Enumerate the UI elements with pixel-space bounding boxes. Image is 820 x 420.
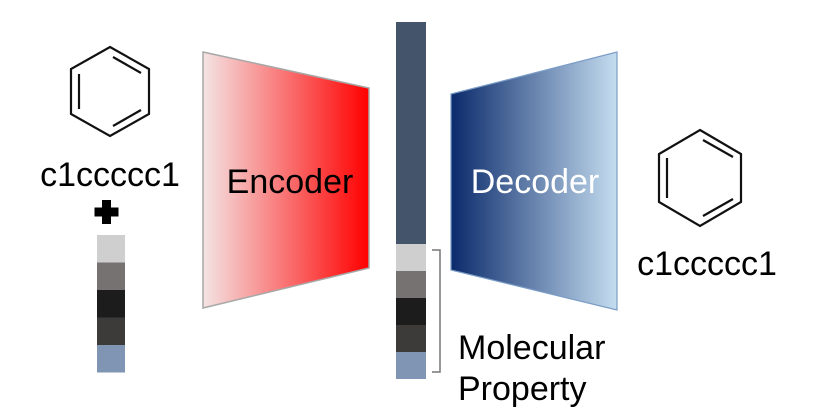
- output-benzene-ring-icon: [657, 128, 743, 228]
- plus-icon: [94, 200, 119, 224]
- encoder-block: [202, 51, 370, 309]
- input-vector-segment-2: [97, 262, 125, 290]
- output-smiles-label: c1ccccc1: [637, 245, 777, 283]
- latent-segment-4: [396, 325, 426, 352]
- input-property-vector: [97, 235, 125, 373]
- molecular-property-label-line1: Molecular: [458, 329, 605, 367]
- input-benzene-ring-icon: [69, 45, 151, 138]
- latent-segment-3: [396, 298, 426, 325]
- decoder-label: Decoder: [471, 163, 600, 201]
- latent-segment-1: [396, 244, 426, 271]
- input-vector-segment-5: [97, 345, 125, 373]
- input-vector-segment-4: [97, 317, 125, 345]
- decoder-block: [450, 51, 618, 311]
- property-bracket: [432, 249, 441, 373]
- input-vector-segment-3: [97, 290, 125, 318]
- latent-segment-2: [396, 271, 426, 298]
- input-vector-segment-1: [97, 235, 125, 263]
- input-smiles-label: c1ccccc1: [40, 156, 180, 194]
- latent-vector-bar: [396, 22, 426, 244]
- molecular-property-label-line2: Property: [458, 370, 587, 408]
- latent-property-segments: [396, 244, 426, 379]
- encoder-label: Encoder: [227, 163, 354, 201]
- latent-segment-5: [396, 352, 426, 379]
